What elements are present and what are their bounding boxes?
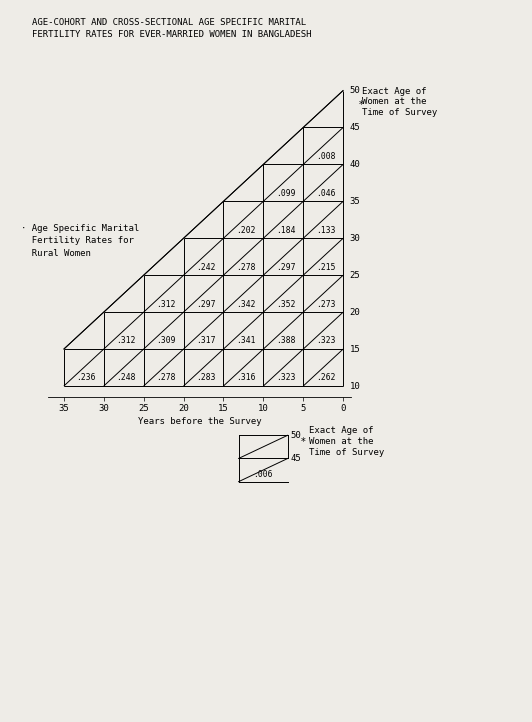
Text: .248: .248 — [117, 373, 136, 383]
Text: Exact Age of: Exact Age of — [309, 426, 373, 435]
Text: .297: .297 — [196, 300, 215, 308]
Text: .312: .312 — [117, 336, 136, 345]
Text: .006: .006 — [253, 470, 273, 479]
Text: .388: .388 — [276, 336, 295, 345]
Text: Time of Survey: Time of Survey — [362, 108, 437, 117]
Text: .317: .317 — [196, 336, 215, 345]
Text: FERTILITY RATES FOR EVER-MARRIED WOMEN IN BANGLADESH: FERTILITY RATES FOR EVER-MARRIED WOMEN I… — [32, 30, 311, 39]
Text: .262: .262 — [316, 373, 335, 383]
Text: .278: .278 — [156, 373, 176, 383]
Text: .236: .236 — [77, 373, 96, 383]
Text: .008: .008 — [316, 152, 335, 161]
Text: 35: 35 — [350, 197, 360, 206]
Text: Exact Age of: Exact Age of — [362, 87, 426, 95]
Text: 10: 10 — [350, 381, 360, 391]
Text: 15: 15 — [350, 344, 360, 354]
Text: *: * — [359, 100, 364, 110]
Text: AGE-COHORT AND CROSS-SECTIONAL AGE SPECIFIC MARITAL: AGE-COHORT AND CROSS-SECTIONAL AGE SPECI… — [32, 18, 306, 27]
Text: 50: 50 — [290, 431, 302, 440]
Text: .133: .133 — [316, 226, 335, 235]
Text: 25: 25 — [350, 271, 360, 279]
Text: 45: 45 — [350, 123, 360, 132]
Text: *: * — [301, 437, 305, 447]
Text: 40: 40 — [350, 160, 360, 169]
Text: 50: 50 — [350, 86, 360, 95]
Text: Women at the: Women at the — [362, 97, 426, 106]
Text: · Age Specific Marital
  Fertility Rates for
  Rural Women: · Age Specific Marital Fertility Rates f… — [21, 224, 139, 258]
Text: .352: .352 — [276, 300, 295, 308]
Text: .202: .202 — [236, 226, 255, 235]
Text: .215: .215 — [316, 263, 335, 271]
Text: .278: .278 — [236, 263, 255, 271]
Text: .323: .323 — [276, 373, 295, 383]
Text: .273: .273 — [316, 300, 335, 308]
Text: Time of Survey: Time of Survey — [309, 448, 384, 456]
Text: .184: .184 — [276, 226, 295, 235]
Text: .283: .283 — [196, 373, 215, 383]
Text: .046: .046 — [316, 188, 335, 198]
Text: .341: .341 — [236, 336, 255, 345]
Text: 20: 20 — [350, 308, 360, 317]
Text: .323: .323 — [316, 336, 335, 345]
X-axis label: Years before the Survey: Years before the Survey — [138, 417, 261, 426]
Text: .242: .242 — [196, 263, 215, 271]
Text: .316: .316 — [236, 373, 255, 383]
Text: 45: 45 — [290, 454, 302, 463]
Text: Women at the: Women at the — [309, 437, 373, 445]
Text: .312: .312 — [156, 300, 176, 308]
Text: 30: 30 — [350, 234, 360, 243]
Text: .297: .297 — [276, 263, 295, 271]
Text: .309: .309 — [156, 336, 176, 345]
Text: .099: .099 — [276, 188, 295, 198]
Text: .342: .342 — [236, 300, 255, 308]
